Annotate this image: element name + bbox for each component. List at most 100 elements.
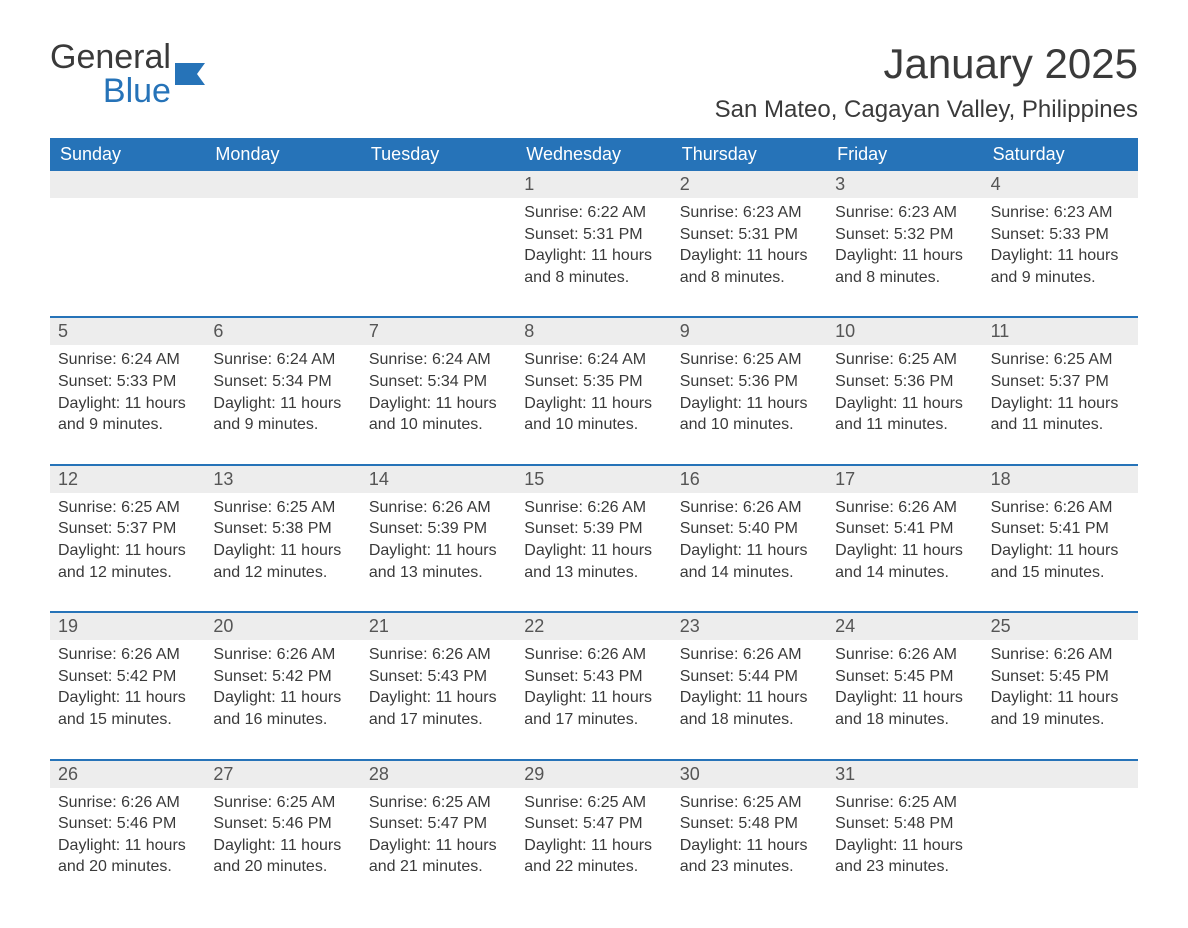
sunrise-text: Sunrise: 6:25 AM (680, 349, 819, 371)
day-number (205, 171, 360, 198)
sunrise-text: Sunrise: 6:26 AM (524, 497, 663, 519)
daylight-text: Daylight: 11 hours and 11 minutes. (991, 393, 1130, 436)
sunrise-text: Sunrise: 6:24 AM (369, 349, 508, 371)
day-cell: Sunrise: 6:26 AMSunset: 5:42 PMDaylight:… (205, 640, 360, 740)
sunset-text: Sunset: 5:40 PM (680, 518, 819, 540)
sunrise-text: Sunrise: 6:25 AM (835, 792, 974, 814)
sunset-text: Sunset: 5:47 PM (524, 813, 663, 835)
sunrise-text: Sunrise: 6:26 AM (58, 644, 197, 666)
sunrise-text: Sunrise: 6:26 AM (991, 497, 1130, 519)
sunrise-text: Sunrise: 6:23 AM (835, 202, 974, 224)
sunrise-text: Sunrise: 6:24 AM (58, 349, 197, 371)
dow-saturday: Saturday (983, 138, 1138, 171)
week-row: 262728293031Sunrise: 6:26 AMSunset: 5:46… (50, 759, 1138, 888)
day-cell: Sunrise: 6:26 AMSunset: 5:43 PMDaylight:… (361, 640, 516, 740)
sunset-text: Sunset: 5:44 PM (680, 666, 819, 688)
sunrise-text: Sunrise: 6:23 AM (991, 202, 1130, 224)
day-cell: Sunrise: 6:25 AMSunset: 5:38 PMDaylight:… (205, 493, 360, 593)
sunrise-text: Sunrise: 6:26 AM (680, 644, 819, 666)
sunset-text: Sunset: 5:43 PM (369, 666, 508, 688)
day-number: 30 (672, 761, 827, 788)
logo-flag-icon (175, 63, 205, 85)
day-cell: Sunrise: 6:26 AMSunset: 5:39 PMDaylight:… (516, 493, 671, 593)
sunrise-text: Sunrise: 6:25 AM (58, 497, 197, 519)
day-cell: Sunrise: 6:24 AMSunset: 5:33 PMDaylight:… (50, 345, 205, 445)
sunrise-text: Sunrise: 6:26 AM (213, 644, 352, 666)
sunset-text: Sunset: 5:38 PM (213, 518, 352, 540)
day-number (361, 171, 516, 198)
sunset-text: Sunset: 5:35 PM (524, 371, 663, 393)
daylight-text: Daylight: 11 hours and 15 minutes. (991, 540, 1130, 583)
day-cell (205, 198, 360, 298)
daylight-text: Daylight: 11 hours and 9 minutes. (213, 393, 352, 436)
sunset-text: Sunset: 5:34 PM (369, 371, 508, 393)
day-number: 25 (983, 613, 1138, 640)
sunset-text: Sunset: 5:47 PM (369, 813, 508, 835)
daylight-text: Daylight: 11 hours and 21 minutes. (369, 835, 508, 878)
day-cell: Sunrise: 6:24 AMSunset: 5:34 PMDaylight:… (205, 345, 360, 445)
day-number: 18 (983, 466, 1138, 493)
daylight-text: Daylight: 11 hours and 11 minutes. (835, 393, 974, 436)
day-number: 24 (827, 613, 982, 640)
day-number: 14 (361, 466, 516, 493)
sunrise-text: Sunrise: 6:26 AM (58, 792, 197, 814)
week-row: 1234Sunrise: 6:22 AMSunset: 5:31 PMDayli… (50, 171, 1138, 298)
sunset-text: Sunset: 5:46 PM (58, 813, 197, 835)
sunset-text: Sunset: 5:41 PM (835, 518, 974, 540)
dow-monday: Monday (205, 138, 360, 171)
daylight-text: Daylight: 11 hours and 20 minutes. (58, 835, 197, 878)
sunset-text: Sunset: 5:31 PM (524, 224, 663, 246)
day-number: 27 (205, 761, 360, 788)
title-block: January 2025 San Mateo, Cagayan Valley, … (715, 40, 1138, 124)
day-cell: Sunrise: 6:26 AMSunset: 5:41 PMDaylight:… (827, 493, 982, 593)
sunset-text: Sunset: 5:45 PM (835, 666, 974, 688)
day-cell: Sunrise: 6:25 AMSunset: 5:48 PMDaylight:… (672, 788, 827, 888)
day-number: 26 (50, 761, 205, 788)
dow-tuesday: Tuesday (361, 138, 516, 171)
daylight-text: Daylight: 11 hours and 17 minutes. (524, 687, 663, 730)
dow-friday: Friday (827, 138, 982, 171)
day-cell: Sunrise: 6:26 AMSunset: 5:44 PMDaylight:… (672, 640, 827, 740)
sunset-text: Sunset: 5:36 PM (680, 371, 819, 393)
day-number: 17 (827, 466, 982, 493)
daylight-text: Daylight: 11 hours and 19 minutes. (991, 687, 1130, 730)
day-cell: Sunrise: 6:26 AMSunset: 5:39 PMDaylight:… (361, 493, 516, 593)
day-number: 31 (827, 761, 982, 788)
daylight-text: Daylight: 11 hours and 23 minutes. (835, 835, 974, 878)
day-cell: Sunrise: 6:26 AMSunset: 5:43 PMDaylight:… (516, 640, 671, 740)
weeks-container: 1234Sunrise: 6:22 AMSunset: 5:31 PMDayli… (50, 171, 1138, 888)
daylight-text: Daylight: 11 hours and 15 minutes. (58, 687, 197, 730)
day-cell: Sunrise: 6:26 AMSunset: 5:41 PMDaylight:… (983, 493, 1138, 593)
daynum-row: 262728293031 (50, 761, 1138, 788)
day-number: 28 (361, 761, 516, 788)
sunset-text: Sunset: 5:39 PM (369, 518, 508, 540)
sunset-text: Sunset: 5:42 PM (213, 666, 352, 688)
day-number: 23 (672, 613, 827, 640)
day-cell: Sunrise: 6:23 AMSunset: 5:31 PMDaylight:… (672, 198, 827, 298)
day-number: 10 (827, 318, 982, 345)
day-of-week-row: Sunday Monday Tuesday Wednesday Thursday… (50, 138, 1138, 171)
dow-thursday: Thursday (672, 138, 827, 171)
day-cell: Sunrise: 6:25 AMSunset: 5:36 PMDaylight:… (672, 345, 827, 445)
daylight-text: Daylight: 11 hours and 9 minutes. (991, 245, 1130, 288)
day-cell: Sunrise: 6:25 AMSunset: 5:46 PMDaylight:… (205, 788, 360, 888)
day-number: 15 (516, 466, 671, 493)
day-cell: Sunrise: 6:25 AMSunset: 5:36 PMDaylight:… (827, 345, 982, 445)
day-cell: Sunrise: 6:24 AMSunset: 5:35 PMDaylight:… (516, 345, 671, 445)
sunrise-text: Sunrise: 6:26 AM (835, 644, 974, 666)
daylight-text: Daylight: 11 hours and 8 minutes. (524, 245, 663, 288)
dow-sunday: Sunday (50, 138, 205, 171)
day-cell: Sunrise: 6:26 AMSunset: 5:46 PMDaylight:… (50, 788, 205, 888)
daylight-text: Daylight: 11 hours and 8 minutes. (835, 245, 974, 288)
sunset-text: Sunset: 5:46 PM (213, 813, 352, 835)
day-cell (50, 198, 205, 298)
sunrise-text: Sunrise: 6:26 AM (991, 644, 1130, 666)
day-cell: Sunrise: 6:26 AMSunset: 5:42 PMDaylight:… (50, 640, 205, 740)
daylight-text: Daylight: 11 hours and 13 minutes. (524, 540, 663, 583)
sunset-text: Sunset: 5:33 PM (58, 371, 197, 393)
sunrise-text: Sunrise: 6:26 AM (369, 644, 508, 666)
day-number: 8 (516, 318, 671, 345)
sunset-text: Sunset: 5:48 PM (680, 813, 819, 835)
sunrise-text: Sunrise: 6:25 AM (835, 349, 974, 371)
logo: General Blue (50, 40, 205, 108)
